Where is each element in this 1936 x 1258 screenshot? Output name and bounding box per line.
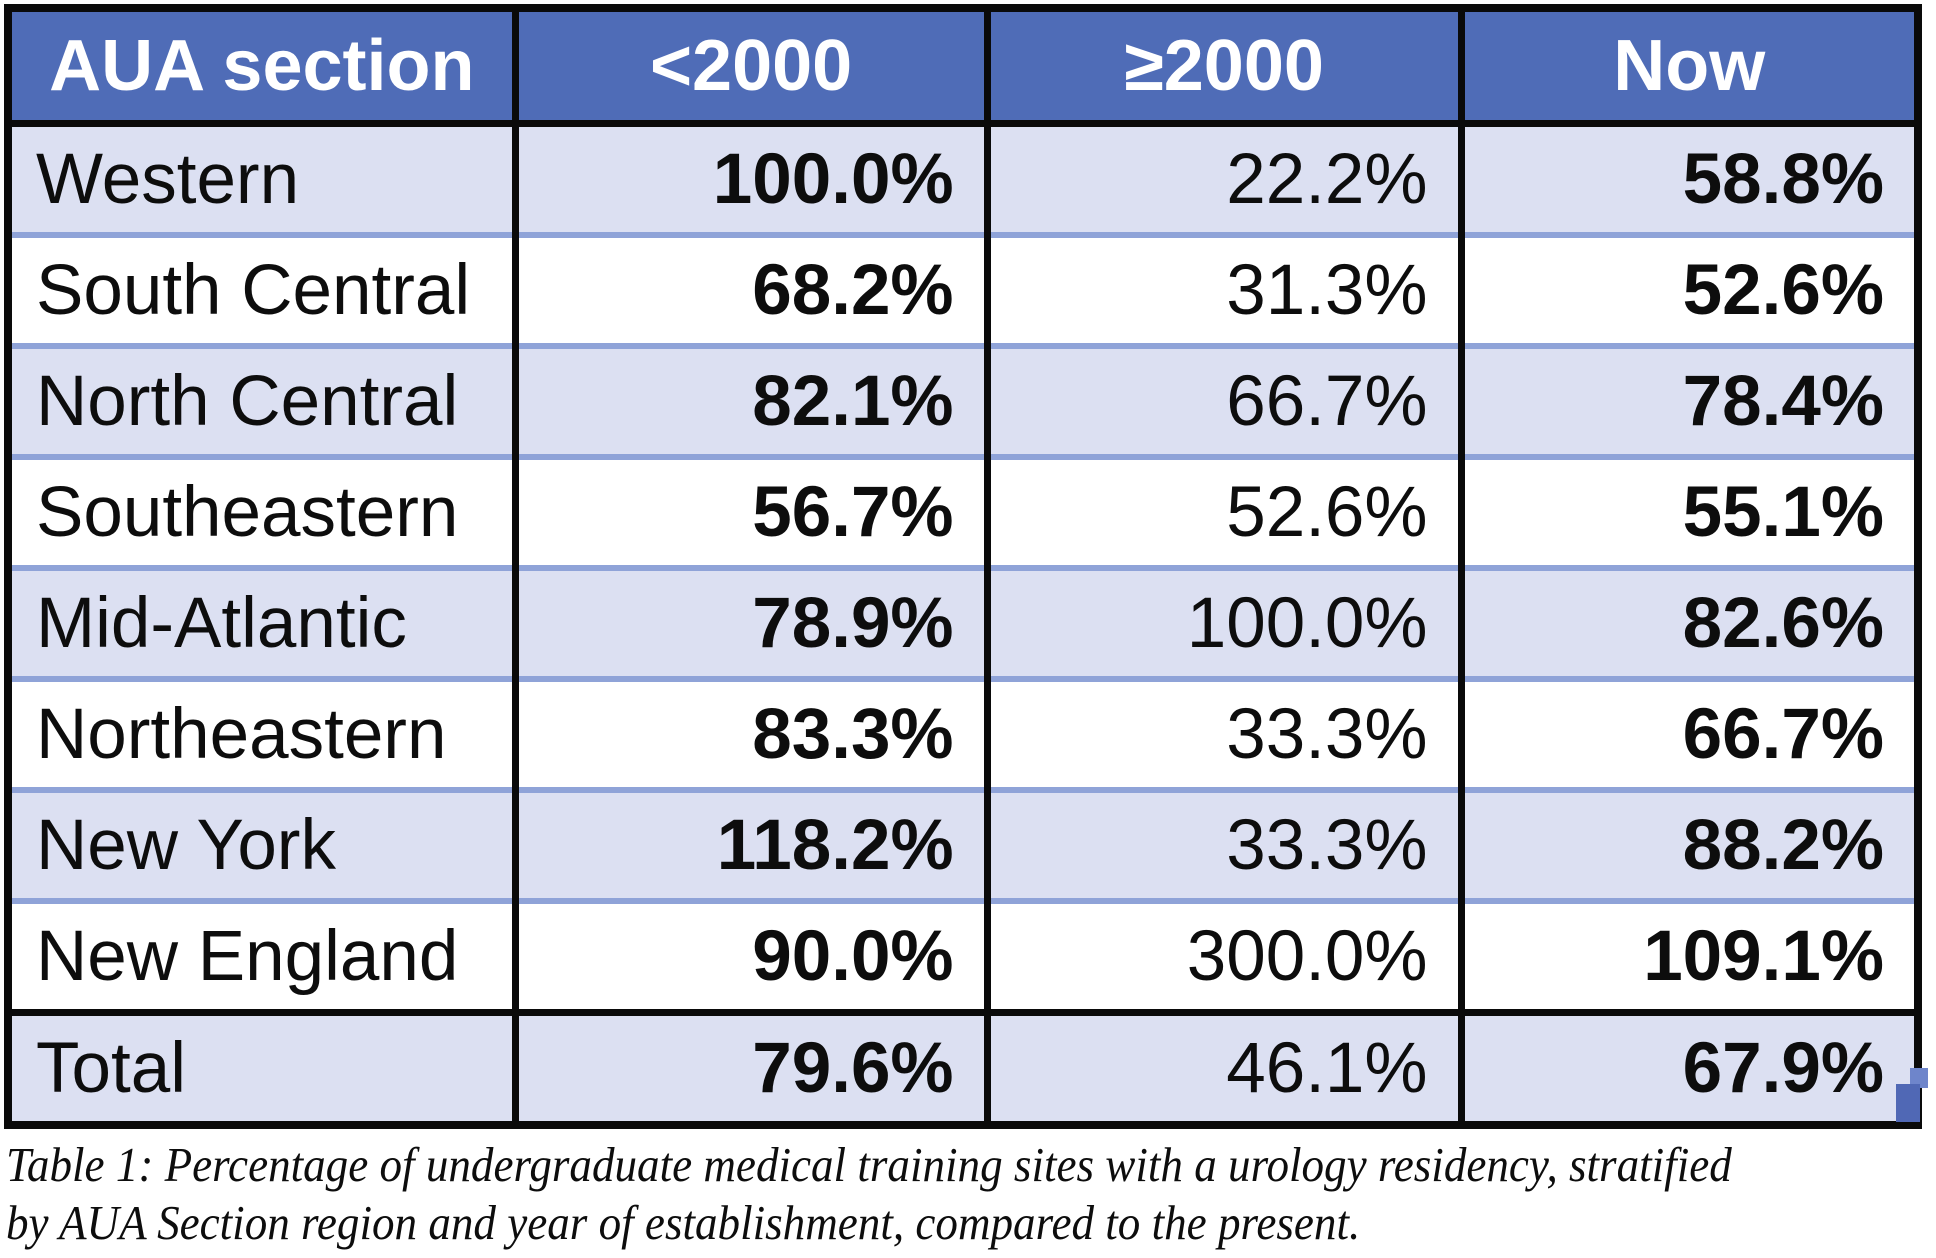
value-lt2000-cell: 83.3% [511,676,988,790]
section-cell: North Central [8,343,516,457]
value-gte2000-cell: 33.3% [983,676,1462,790]
table-row-northeastern: Northeastern 83.3% 33.3% 66.7% [8,676,1918,790]
header-before-2000: <2000 [511,8,988,127]
value-now-cell: 66.7% [1457,676,1918,790]
header-aua-section: AUA section [8,8,516,127]
value-gte2000-cell: 33.3% [983,787,1462,901]
aua-section-table: AUA section <2000 ≥2000 Now Western 100.… [4,4,1922,1129]
value-gte2000-cell: 100.0% [983,565,1462,679]
table-row-south-central: South Central 68.2% 31.3% 52.6% [8,232,1918,346]
section-cell: Mid-Atlantic [8,565,516,679]
table-row-north-central: North Central 82.1% 66.7% 78.4% [8,343,1918,457]
section-cell: New York [8,787,516,901]
section-cell: South Central [8,232,516,346]
table-row-mid-atlantic: Mid-Atlantic 78.9% 100.0% 82.6% [8,565,1918,679]
value-lt2000-cell: 100.0% [511,123,988,235]
table-row-new-england: New England 90.0% 300.0% 109.1% [8,898,1918,1013]
value-now-cell: 58.8% [1457,123,1918,235]
header-row: AUA section <2000 ≥2000 Now [8,8,1918,127]
value-lt2000-cell: 78.9% [511,565,988,679]
value-lt2000-cell: 79.6% [511,1009,988,1125]
table-row-new-york: New York 118.2% 33.3% 88.2% [8,787,1918,901]
header-now: Now [1457,8,1918,127]
caption-line-2: by AUA Section region and year of establ… [6,1195,1361,1250]
value-lt2000-cell: 118.2% [511,787,988,901]
value-lt2000-cell: 82.1% [511,343,988,457]
section-cell: Southeastern [8,454,516,568]
table-row-southeastern: Southeastern 56.7% 52.6% 55.1% [8,454,1918,568]
value-lt2000-cell: 68.2% [511,232,988,346]
table-row-total: Total 79.6% 46.1% 67.9% [8,1009,1918,1125]
value-now-cell: 88.2% [1457,787,1918,901]
table-row-western: Western 100.0% 22.2% 58.8% [8,123,1918,235]
value-lt2000-cell: 56.7% [511,454,988,568]
section-cell: Northeastern [8,676,516,790]
caption-line-1: Table 1: Percentage of undergraduate med… [6,1137,1732,1192]
value-gte2000-cell: 31.3% [983,232,1462,346]
table-caption: Table 1: Percentage of undergraduate med… [6,1136,1932,1252]
value-gte2000-cell: 52.6% [983,454,1462,568]
value-now-cell: 52.6% [1457,232,1918,346]
section-cell: Western [36,140,300,219]
value-gte2000-cell: 300.0% [983,898,1462,1013]
value-gte2000-cell: 46.1% [983,1009,1462,1125]
section-cell: Total [8,1009,516,1125]
value-now-cell: 109.1% [1457,898,1918,1013]
value-now-cell: 78.4% [1457,343,1918,457]
value-lt2000-cell: 90.0% [511,898,988,1013]
header-after-2000: ≥2000 [983,8,1462,127]
value-gte2000-cell: 66.7% [983,343,1462,457]
value-now-cell: 67.9% [1457,1009,1918,1125]
value-now-cell: 55.1% [1457,454,1918,568]
section-cell: New England [8,898,516,1013]
value-gte2000-cell: 22.2% [983,123,1462,235]
value-now-cell: 82.6% [1457,565,1918,679]
